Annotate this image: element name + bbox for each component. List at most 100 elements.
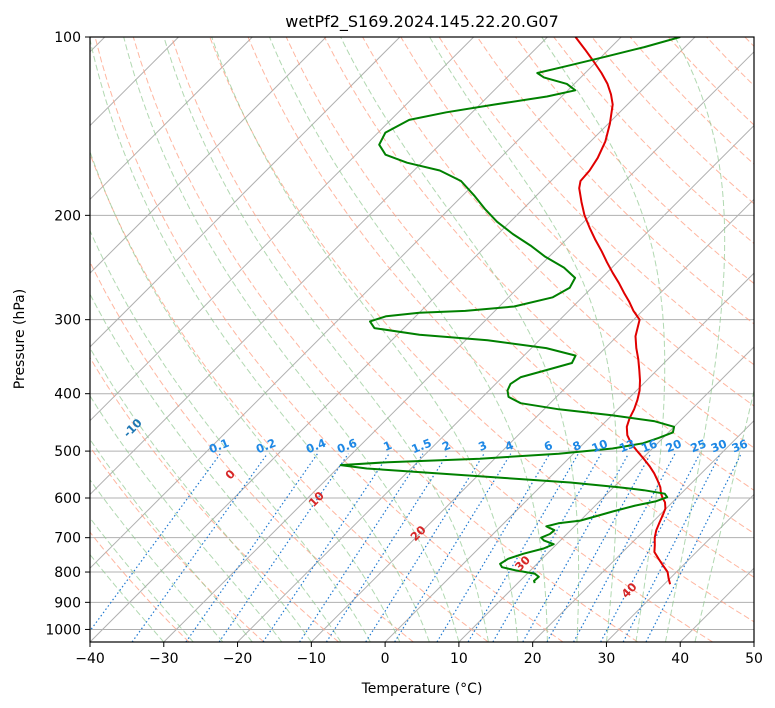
x-tick-label: 50: [745, 651, 763, 667]
y-tick-label: 600: [54, 491, 81, 507]
moist-adiabat: [90, 229, 371, 642]
x-tick-label: −40: [75, 651, 105, 667]
mixing-ratio-line: [645, 453, 742, 642]
dry-adiabat: [90, 152, 489, 642]
moist-adiabat: [90, 553, 165, 642]
mixing-ratio-label: 0.4: [304, 436, 328, 457]
pressure-gridlines: [90, 37, 754, 630]
isotherm-line: [606, 493, 754, 642]
plot-area: 0.10.20.40.611.52346810131620253036-100-…: [90, 37, 754, 642]
dry-adiabat: [94, 37, 564, 642]
moist-adiabat: [90, 347, 312, 642]
mixing-ratio-line: [467, 453, 579, 642]
dry-adiabat: [90, 446, 265, 642]
axes-ticks: −40 −30 −20 −10 0 10 20 30 40 5010020030040050060…: [45, 30, 763, 667]
series-lines: [339, 37, 681, 585]
isotherm-line: [90, 37, 696, 642]
sounding-series-line: [339, 37, 681, 584]
isotherm-line: [310, 198, 754, 642]
dry-adiabat: [438, 37, 754, 366]
dry-adiabat: [476, 37, 754, 325]
mixing-ratio-label: 0.6: [335, 436, 359, 457]
moist-adiabat: [90, 478, 224, 642]
mixing-ratio-line: [262, 453, 390, 642]
dry-adiabat: [90, 356, 339, 642]
moist-adiabat: [541, 37, 666, 642]
plot-frame: [89, 36, 755, 643]
isotherm-line: [458, 346, 754, 642]
dry-adiabat: [247, 37, 754, 578]
mixing-ratio-label: 16: [639, 436, 659, 455]
mixing-ratio-line: [325, 453, 449, 642]
mixing-ratio-label: 25: [688, 436, 708, 455]
dry-adiabat: [400, 37, 754, 407]
dry-adiabat: [362, 37, 754, 449]
isotherm-line: [753, 641, 754, 642]
dry-adiabat: [629, 37, 754, 165]
isotherm-line: [90, 37, 327, 274]
dry-adiabat: [744, 37, 754, 47]
mixing-ratio-label: 10: [590, 436, 610, 455]
mixing-ratio-label: 20: [663, 436, 683, 455]
dry-adiabat: [553, 37, 754, 245]
moist-adiabat: [694, 388, 754, 642]
mixing-ratio-line: [436, 453, 551, 642]
y-tick-label: 1000: [45, 622, 81, 638]
y-tick-label: 500: [54, 444, 81, 460]
moist-adiabat: [90, 438, 253, 642]
x-tick-label: −30: [149, 651, 179, 667]
y-tick-label: 400: [54, 387, 81, 403]
mixing-ratio-label: 13: [617, 436, 637, 455]
isotherm-line: [90, 37, 548, 496]
dry-adiabat: [515, 37, 754, 285]
mixing-ratio-line: [218, 453, 349, 642]
sounding-series-line: [574, 37, 672, 585]
dry-adiabat: [706, 37, 754, 87]
dry-adiabat: [132, 37, 639, 642]
mixing-ratio-lines: [90, 453, 742, 642]
moist-adiabat: [163, 37, 489, 642]
moist-adiabat: [429, 37, 618, 642]
moist-adiabat: [90, 517, 194, 642]
x-tick-label: 10: [450, 651, 468, 667]
mixing-ratio-label: 1.5: [409, 436, 433, 457]
moist-adiabat: [340, 37, 580, 642]
isotherm-line: [90, 37, 401, 348]
mixing-ratio-line: [394, 453, 512, 642]
mixing-ratio-line: [600, 453, 701, 642]
y-tick-label: 100: [54, 30, 81, 46]
dry-adiabats: [90, 37, 754, 642]
isotherm-line: [532, 419, 754, 642]
moist-adiabat: [211, 37, 519, 642]
isotherm-line: [90, 37, 622, 569]
moist-adiabat: [123, 37, 460, 642]
moist-adiabat: [90, 37, 430, 642]
moist-adiabat: [269, 37, 548, 642]
y-tick-label: 700: [54, 531, 81, 547]
y-axis-label: Pressure (hPa): [12, 289, 28, 389]
dry-adiabat: [209, 37, 754, 623]
dry-adiabat-label: 40: [619, 580, 640, 601]
x-tick-label: −20: [223, 651, 253, 667]
moist-adiabat: [90, 150, 401, 642]
mixing-ratio-label: 0.1: [207, 436, 231, 457]
isotherm-line: [679, 567, 754, 642]
mixing-ratio-label: 30: [709, 436, 729, 455]
isotherm-line: [90, 37, 253, 201]
x-tick-label: 40: [671, 651, 689, 667]
isotherm-line: [237, 124, 754, 642]
dry-adiabat: [90, 531, 190, 642]
moist-adiabat: [90, 394, 283, 642]
dry-adiabat: [285, 37, 754, 535]
x-tick-label: 30: [598, 651, 616, 667]
x-axis-label: Temperature (°C): [361, 681, 483, 697]
dry-adiabat: [171, 37, 713, 642]
isotherm-gridlines: [90, 37, 754, 642]
x-tick-label: 0: [381, 651, 390, 667]
chart-title: wetPf2_S169.2024.145.22.20.G07: [285, 12, 559, 32]
mixing-ratio-line: [365, 453, 485, 642]
dry-adiabat: [90, 260, 414, 642]
isotherm-line: [90, 37, 475, 422]
x-tick-label: 20: [524, 651, 542, 667]
